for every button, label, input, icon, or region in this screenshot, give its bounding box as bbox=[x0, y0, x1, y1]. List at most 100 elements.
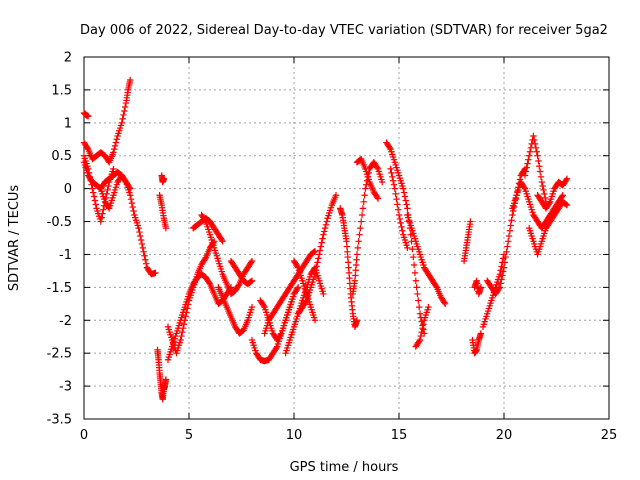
data-point bbox=[379, 178, 386, 186]
data-point bbox=[546, 199, 553, 207]
data-point bbox=[562, 176, 570, 184]
data-point bbox=[525, 156, 532, 163]
data-point bbox=[417, 332, 425, 340]
data-point bbox=[522, 168, 530, 175]
series-b2 bbox=[156, 192, 170, 232]
data-point bbox=[394, 206, 402, 213]
data-point bbox=[178, 332, 185, 340]
data-point bbox=[317, 243, 325, 250]
data-point bbox=[533, 148, 540, 155]
data-point bbox=[137, 236, 145, 244]
data-point bbox=[394, 201, 401, 208]
data-point bbox=[98, 214, 105, 221]
data-point bbox=[294, 285, 301, 292]
data-point bbox=[500, 264, 508, 271]
data-point bbox=[477, 284, 485, 291]
data-point bbox=[526, 148, 534, 155]
data-point bbox=[140, 248, 147, 256]
data-point bbox=[181, 317, 188, 324]
y-tick-label: 0.5 bbox=[51, 149, 72, 164]
data-point bbox=[126, 184, 133, 191]
data-point bbox=[136, 228, 143, 236]
data-point bbox=[506, 227, 514, 234]
data-point bbox=[526, 152, 533, 159]
data-point bbox=[141, 252, 148, 259]
data-point bbox=[247, 278, 255, 285]
data-point bbox=[416, 336, 424, 344]
data-point bbox=[182, 313, 189, 320]
y-tick-label: -1 bbox=[59, 248, 72, 263]
data-point bbox=[536, 163, 543, 170]
data-point bbox=[410, 253, 417, 261]
data-point bbox=[201, 217, 209, 224]
data-point bbox=[92, 201, 99, 208]
y-tick-label: -2.5 bbox=[47, 347, 72, 362]
data-point bbox=[162, 376, 170, 383]
data-point bbox=[138, 240, 146, 248]
data-point bbox=[393, 195, 400, 203]
data-point bbox=[502, 253, 509, 261]
data-point bbox=[505, 232, 513, 240]
data-point bbox=[563, 175, 571, 182]
data-point bbox=[496, 284, 503, 291]
data-point bbox=[353, 251, 361, 258]
series-f3 bbox=[404, 211, 449, 308]
y-tick-label: -3 bbox=[59, 380, 72, 395]
data-point bbox=[162, 224, 170, 232]
data-point bbox=[277, 331, 284, 338]
data-point bbox=[127, 185, 134, 192]
data-point bbox=[358, 211, 366, 219]
y-axis-label: SDTVAR / TECUs bbox=[7, 185, 22, 292]
y-tick-label: 1 bbox=[64, 116, 72, 131]
data-point bbox=[295, 284, 302, 291]
data-point bbox=[538, 178, 545, 186]
series-g3 bbox=[471, 277, 485, 298]
data-point bbox=[501, 259, 509, 266]
data-point bbox=[400, 189, 408, 196]
data-point bbox=[99, 210, 106, 217]
data-point bbox=[183, 309, 190, 316]
data-point bbox=[121, 107, 128, 115]
data-point bbox=[320, 290, 327, 298]
y-tick-label: -1.5 bbox=[47, 281, 72, 296]
data-point bbox=[90, 189, 97, 196]
grid bbox=[84, 57, 609, 419]
data-point bbox=[386, 144, 393, 152]
data-point bbox=[354, 244, 362, 252]
series-c5 bbox=[215, 284, 256, 337]
data-point bbox=[414, 290, 421, 298]
y-tick-label: -2 bbox=[59, 314, 72, 329]
series-g2 bbox=[469, 330, 485, 357]
data-points bbox=[80, 76, 571, 403]
data-point bbox=[402, 197, 409, 204]
data-point bbox=[139, 244, 146, 252]
data-point bbox=[248, 277, 256, 284]
data-point bbox=[142, 256, 149, 263]
data-point bbox=[315, 255, 322, 262]
series-e3 bbox=[353, 155, 382, 202]
plot-frame bbox=[83, 56, 610, 420]
data-point bbox=[425, 303, 432, 311]
data-point bbox=[410, 261, 418, 269]
data-point bbox=[127, 195, 135, 203]
data-point bbox=[111, 145, 118, 153]
data-point bbox=[137, 232, 144, 240]
data-point bbox=[85, 169, 93, 177]
data-point bbox=[273, 344, 280, 352]
data-point bbox=[562, 201, 570, 208]
x-tick-label: 25 bbox=[601, 428, 618, 443]
data-point bbox=[495, 285, 503, 292]
y-tick-label: 2 bbox=[64, 51, 72, 66]
data-point bbox=[387, 165, 394, 173]
data-point bbox=[531, 136, 538, 144]
data-point bbox=[105, 182, 112, 190]
data-point bbox=[205, 279, 213, 286]
data-point bbox=[540, 186, 547, 194]
data-point bbox=[508, 217, 515, 224]
data-point bbox=[537, 173, 545, 180]
data-point bbox=[413, 284, 420, 291]
data-point bbox=[477, 330, 485, 337]
data-point bbox=[180, 321, 188, 328]
data-point bbox=[520, 184, 528, 191]
series-h2 bbox=[521, 132, 550, 205]
